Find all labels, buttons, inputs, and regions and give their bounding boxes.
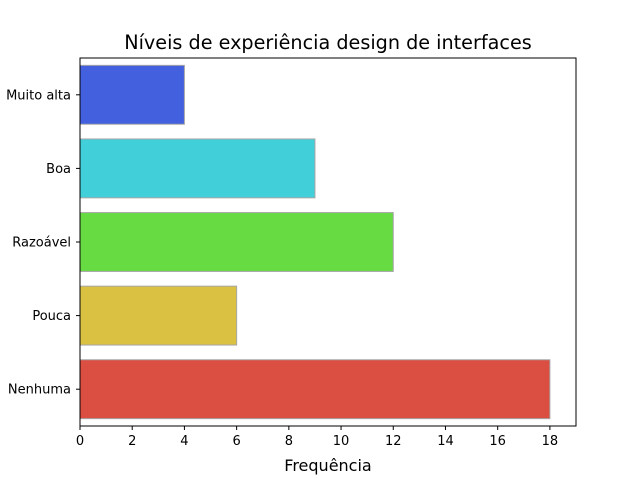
x-tick-label-8: 8 — [285, 434, 293, 449]
x-tick-label-0: 0 — [76, 434, 84, 449]
y-tick-label-razoavel: Razoável — [12, 236, 71, 251]
x-tick-label-10: 10 — [333, 434, 350, 449]
y-axis: Muito alta Boa Razoável Pouca Nenhuma — [6, 88, 80, 398]
y-tick-label-nenhuma: Nenhuma — [8, 383, 71, 398]
y-tick-label-pouca: Pouca — [32, 309, 71, 324]
bar-pouca — [79, 285, 238, 346]
bar-razoavel — [79, 212, 394, 272]
bar-boa — [79, 138, 316, 199]
chart-title: Níveis de experiência design de interfac… — [124, 31, 532, 54]
bar-muito-alta — [79, 64, 185, 125]
y-tick-label-muito-alta: Muito alta — [6, 88, 71, 103]
x-tick-label-14: 14 — [437, 434, 454, 449]
x-tick-label-16: 16 — [489, 434, 506, 449]
x-tick-label-12: 12 — [385, 434, 402, 449]
x-tick-label-2: 2 — [128, 434, 136, 449]
x-axis-label: Frequência — [284, 456, 371, 475]
bar-nenhuma — [79, 359, 551, 420]
x-tick-label-6: 6 — [232, 434, 240, 449]
x-tick-label-4: 4 — [180, 434, 188, 449]
x-tick-label-18: 18 — [542, 434, 559, 449]
x-axis: 0 2 4 6 8 10 12 14 16 18 — [76, 426, 558, 449]
y-tick-label-boa: Boa — [46, 162, 71, 177]
bars-layer — [79, 64, 551, 420]
